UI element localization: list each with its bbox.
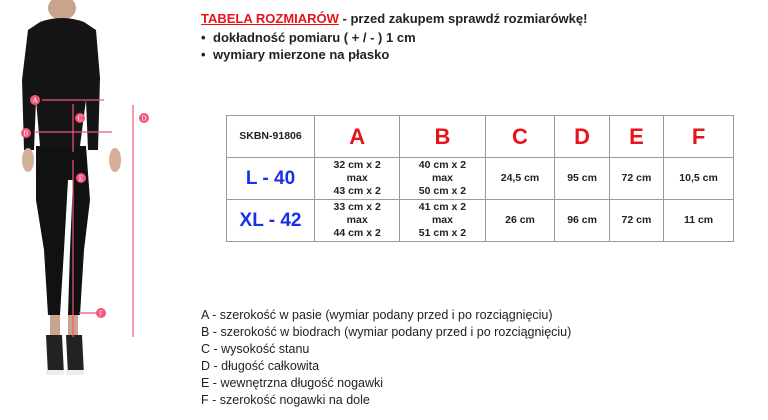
cell-b: 41 cm x 2 max 51 cm x 2 [399,199,486,242]
cell-line: 50 cm x 2 [418,185,467,197]
legend-d: D - długość całkowita [201,359,320,373]
col-f: F [663,115,734,158]
col-b: B [399,115,486,158]
header: TABELA ROZMIARÓW - przed zakupem sprawdź… [201,10,587,27]
cell-e: 72 cm [608,157,665,200]
size-label: L - 40 [226,157,315,200]
cell-c: 24,5 cm [484,157,556,200]
legend-b: B - szerokość w biodrach (wymiar podany … [201,325,572,339]
cell-line: max [431,172,453,184]
marker-f: F [99,310,103,318]
legend-a: A - szerokość w pasie (wymiar podany prz… [201,308,553,322]
cell-line: 51 cm x 2 [418,227,467,239]
col-a: A [313,115,401,158]
cell-b: 40 cm x 2 max 50 cm x 2 [399,157,486,200]
legend-c: C - wysokość stanu [201,342,310,356]
marker-e: E [79,175,83,183]
legend-f: F - szerokość nogawki na dole [201,393,370,407]
bullet-accuracy: dokładność pomiaru ( + / - ) 1 cm [201,30,416,45]
product-code: SKBN-91806 [226,115,315,158]
cell-e: 72 cm [608,199,665,242]
cell-line: 43 cm x 2 [333,185,381,197]
cell-line: max [346,214,368,226]
cell-f: 11 cm [663,199,734,242]
cell-c: 26 cm [484,199,556,242]
cell-line: 40 cm x 2 [418,159,467,171]
col-e: E [608,115,665,158]
marker-b: B [24,130,29,138]
cell-a: 32 cm x 2 max 43 cm x 2 [313,157,401,200]
cell-line: 44 cm x 2 [333,227,381,239]
marker-d: D [141,115,146,123]
cell-line: 33 cm x 2 [333,201,381,213]
table-row: L - 40 32 cm x 2 max 43 cm x 2 40 cm x 2 ma… [226,157,734,200]
cell-d: 96 cm [554,199,610,242]
marker-a: A [32,97,37,105]
legend-e: E - wewnętrzna długość nogawki [201,376,384,390]
model-figure: A B C D E F [21,0,149,375]
marker-c: C [78,115,83,123]
bullet-flat: wymiary mierzone na płasko [201,47,389,62]
table-header-row: SKBN-91806 A B C D E F [226,115,734,158]
size-label: XL - 42 [226,199,315,242]
col-c: C [484,115,556,158]
header-title: TABELA ROZMIARÓW [201,11,339,26]
cell-a: 33 cm x 2 max 44 cm x 2 [313,199,401,242]
cell-line: max [431,214,453,226]
header-subtitle: - przed zakupem sprawdź rozmiarówkę! [338,11,588,26]
cell-line: max [346,172,368,184]
cell-d: 95 cm [554,157,610,200]
cell-line: 32 cm x 2 [333,159,381,171]
cell-f: 10,5 cm [663,157,734,200]
cell-line: 41 cm x 2 [418,201,467,213]
col-d: D [554,115,610,158]
